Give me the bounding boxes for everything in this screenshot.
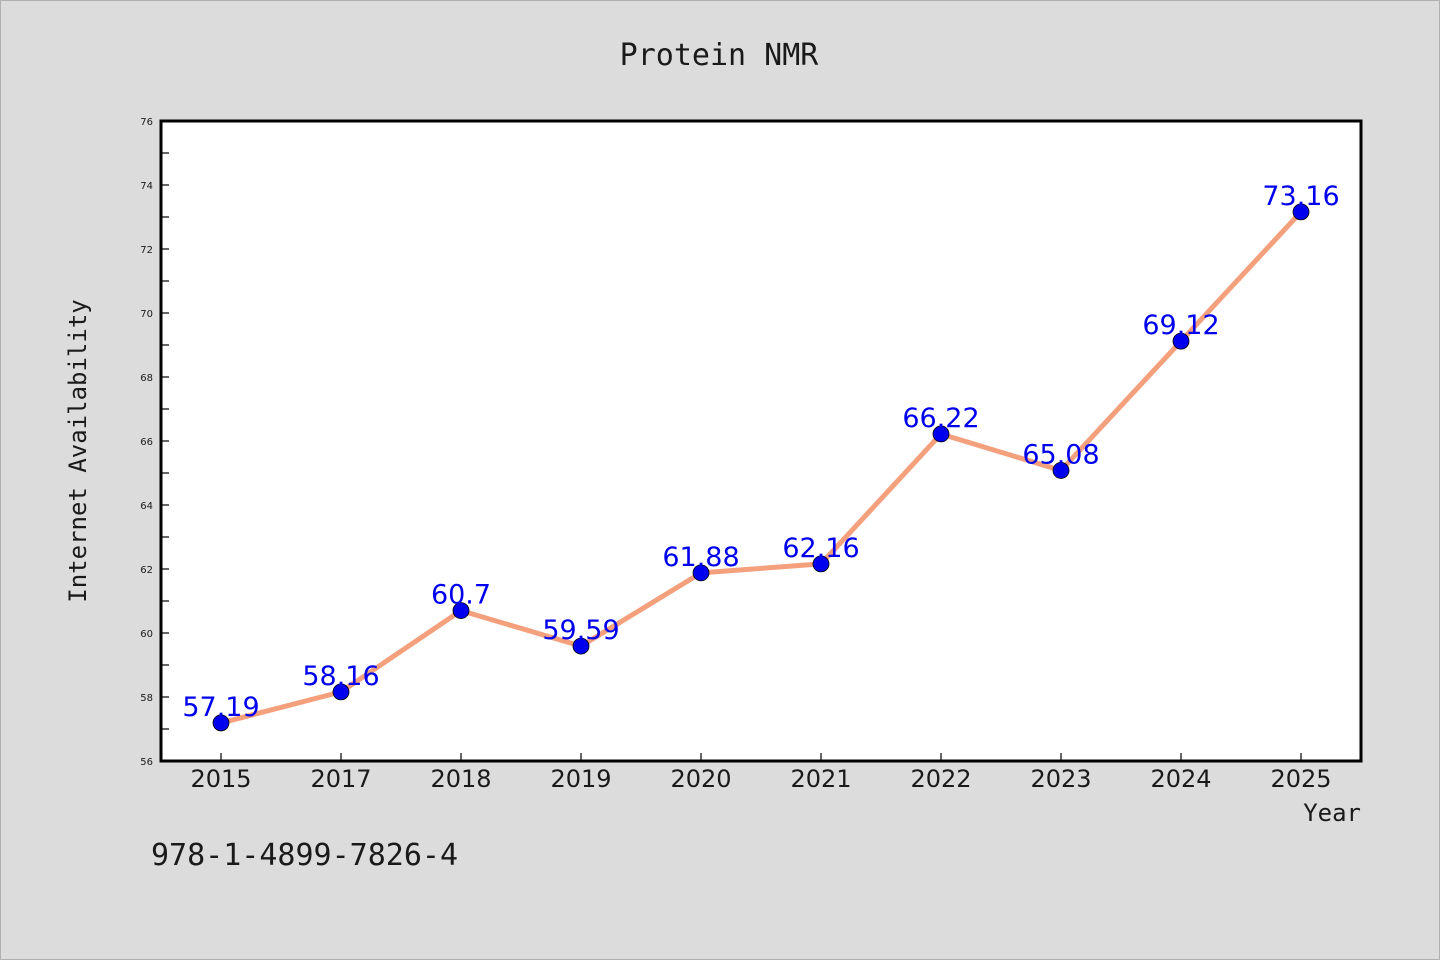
data-label: 57.19 (182, 692, 259, 723)
x-tick-label: 2025 (1270, 765, 1331, 793)
y-tick-label: 56 (140, 757, 153, 768)
data-label: 73.16 (1262, 181, 1339, 212)
y-tick-label: 76 (140, 117, 153, 128)
data-label: 62.16 (782, 533, 859, 564)
x-tick-label: 2021 (790, 765, 851, 793)
x-tick-label: 2018 (430, 765, 491, 793)
data-point (1052, 462, 1070, 479)
data-point (212, 714, 230, 732)
y-tick-label: 62 (140, 565, 153, 576)
x-tick-label: 2017 (310, 765, 371, 793)
data-label: 59.59 (542, 615, 619, 646)
x-tick-label: 2023 (1030, 765, 1091, 793)
y-tick-label: 72 (140, 245, 153, 256)
data-label: 69.12 (1142, 310, 1219, 341)
data-point (692, 564, 710, 582)
data-point (572, 637, 590, 655)
x-tick-label: 2024 (1150, 765, 1211, 793)
series-layer: 57.19 58.16 60.7 59.59 61.88 62.16 66.22 65.08 6… (182, 181, 1340, 732)
data-point (932, 425, 950, 443)
series-line (218, 209, 1304, 726)
y-tick-label: 66 (140, 437, 153, 448)
x-tick-label: 2022 (910, 765, 971, 793)
data-label: 58.16 (302, 661, 379, 692)
y-tick-label: 64 (140, 501, 153, 512)
data-label: 66.22 (902, 403, 979, 434)
data-point (1172, 332, 1190, 350)
x-tick-label: 2015 (190, 765, 251, 793)
data-point (452, 602, 470, 619)
chart-title: Protein NMR (620, 38, 820, 73)
y-tick-label: 58 (140, 693, 153, 704)
y-tick-label: 68 (140, 373, 153, 384)
y-axis-label: Internet Availability (64, 299, 92, 602)
x-tick-label: 2020 (670, 765, 731, 793)
data-point (332, 683, 350, 701)
y-tick-label: 60 (140, 629, 153, 640)
x-axis-label: Year (1303, 799, 1361, 827)
data-label: 61.88 (662, 542, 739, 573)
data-label: 60.7 (431, 580, 491, 611)
y-tick-label: 74 (140, 181, 153, 192)
x-tick-label: 2019 (550, 765, 611, 793)
data-label: 65.08 (1022, 439, 1099, 470)
y-axis: 56 58 60 62 64 66 68 70 72 74 76 (140, 117, 169, 768)
plot-area (159, 119, 1363, 763)
y-tick-label: 70 (140, 309, 153, 320)
x-axis: 2015 2017 2018 2019 2020 2021 2022 2023 2024 2025 (190, 753, 1332, 793)
data-point (812, 555, 830, 573)
data-point (1292, 203, 1310, 221)
footnote: 978-1-4899-7826-4 (151, 838, 458, 873)
